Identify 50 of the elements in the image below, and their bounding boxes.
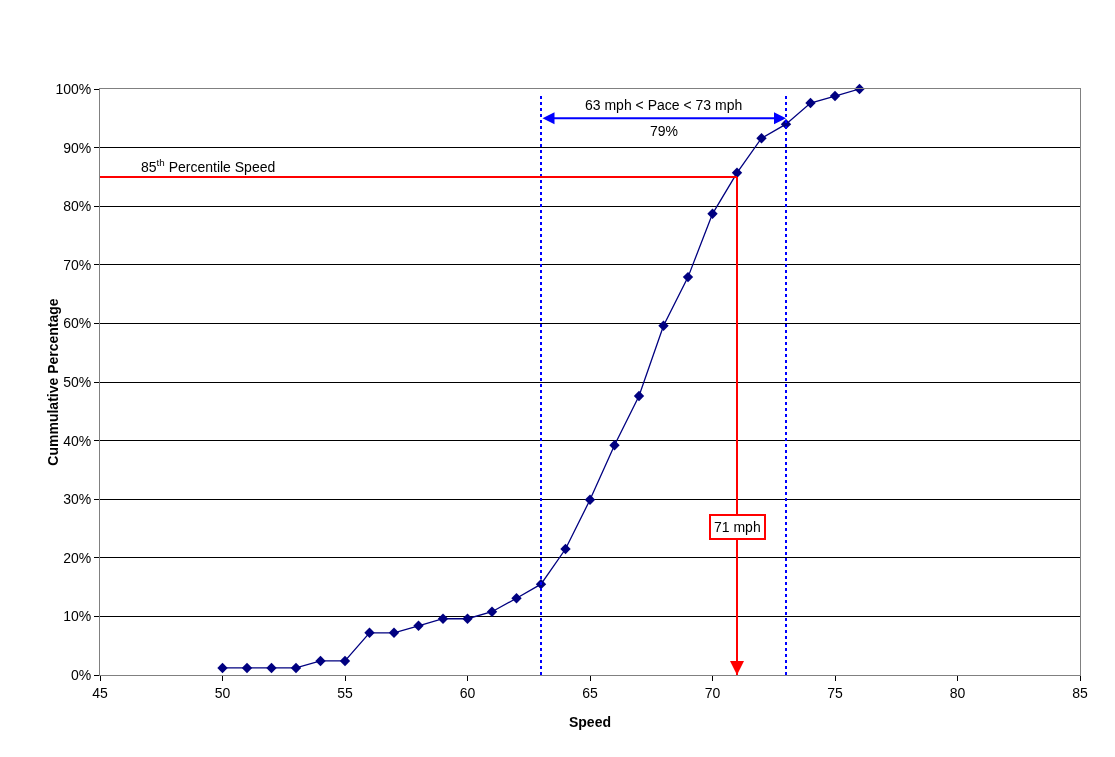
y-tick-label: 40% bbox=[63, 432, 92, 449]
point bbox=[462, 613, 473, 624]
point bbox=[829, 90, 841, 102]
x-tick-label: 55 bbox=[337, 684, 353, 701]
x-tick-label: 75 bbox=[827, 684, 843, 701]
y-tick-label: 20% bbox=[63, 549, 92, 566]
ref-line-label: 85$^{th}$ Percentile Speed bbox=[141, 157, 276, 175]
ref-line-label: 71 mph bbox=[714, 519, 761, 535]
point bbox=[658, 320, 669, 331]
point bbox=[805, 97, 816, 109]
annotation: 63 mph < Pace < 73 mph bbox=[585, 97, 743, 113]
point bbox=[731, 167, 743, 178]
y-tick-label: 30% bbox=[63, 491, 92, 508]
y-tick-label: 60% bbox=[63, 315, 92, 332]
point bbox=[633, 390, 645, 402]
x-tick-label: 85 bbox=[1072, 684, 1088, 701]
point bbox=[437, 613, 449, 624]
x-tick-label: 60 bbox=[459, 684, 476, 701]
y-tick-label: 100% bbox=[55, 80, 92, 97]
point bbox=[290, 662, 302, 674]
point bbox=[486, 606, 498, 617]
point bbox=[364, 627, 375, 639]
y-tick-label: 80% bbox=[63, 198, 92, 215]
point bbox=[413, 620, 424, 631]
point bbox=[217, 662, 228, 674]
x-tick-label: 45 bbox=[92, 684, 108, 701]
x-tick-label: 70 bbox=[704, 684, 721, 701]
y-tick-label: 90% bbox=[63, 139, 92, 156]
point bbox=[609, 440, 620, 451]
y-tick-label: 10% bbox=[63, 608, 92, 625]
point bbox=[682, 271, 694, 283]
point bbox=[266, 662, 277, 674]
y-tick-label: 50% bbox=[63, 373, 92, 390]
point bbox=[339, 655, 351, 667]
point bbox=[707, 208, 718, 220]
y-tick-label: 70% bbox=[63, 256, 92, 273]
x-tick-label: 80 bbox=[949, 684, 966, 701]
y-axis-title: Cummulative Percentage bbox=[45, 298, 62, 466]
annotation: 79% bbox=[650, 123, 679, 139]
point bbox=[756, 133, 767, 144]
y-tick-label: 0% bbox=[70, 666, 92, 683]
point bbox=[241, 662, 253, 674]
x-axis-title: Speed bbox=[568, 714, 612, 730]
point bbox=[511, 593, 522, 604]
x-tick-label: 65 bbox=[582, 684, 598, 701]
point bbox=[560, 543, 571, 555]
x-tick-label: 50 bbox=[214, 684, 231, 701]
point bbox=[584, 494, 596, 505]
point bbox=[315, 655, 326, 667]
point bbox=[388, 627, 400, 639]
